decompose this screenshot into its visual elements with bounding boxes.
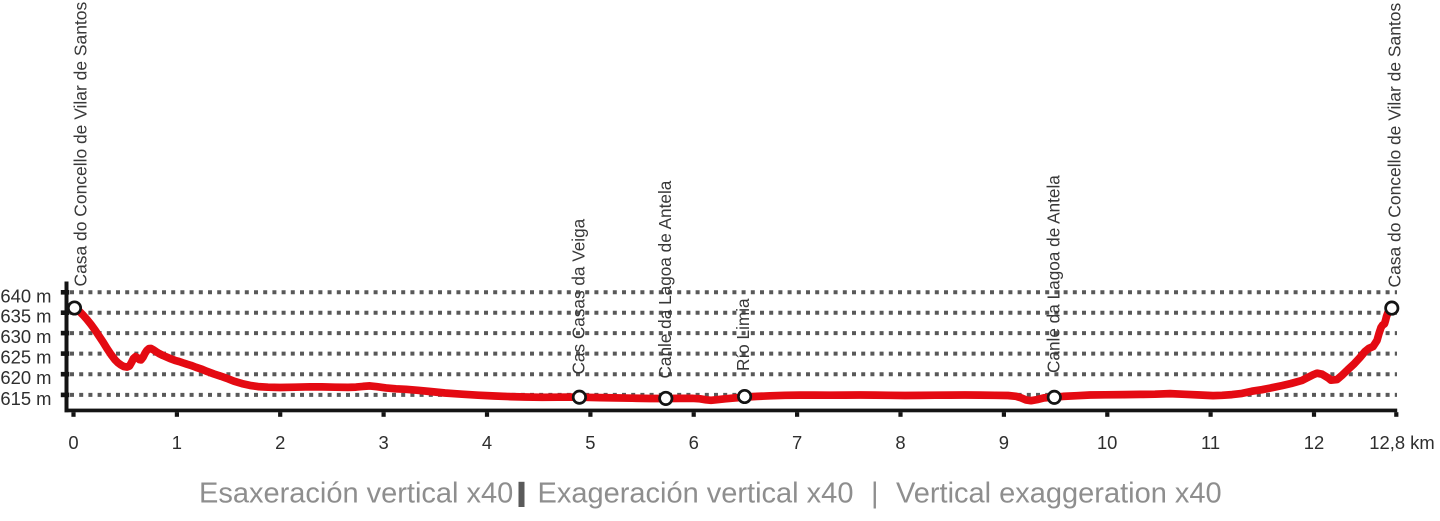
svg-text:Canle da Lagoa de Antela: Canle da Lagoa de Antela bbox=[1044, 175, 1064, 373]
svg-text:2: 2 bbox=[275, 432, 285, 453]
svg-text:9: 9 bbox=[999, 432, 1009, 453]
svg-text:12: 12 bbox=[1304, 432, 1324, 453]
svg-text:Vertical exaggeration x40: Vertical exaggeration x40 bbox=[896, 478, 1222, 510]
svg-text:Río Limia: Río Limia bbox=[733, 298, 753, 371]
svg-text:5: 5 bbox=[585, 432, 595, 453]
svg-text:Canle da Lagoa de Antela: Canle da Lagoa de Antela bbox=[655, 180, 675, 378]
svg-text:Esaxeración vertical x40: Esaxeración vertical x40 bbox=[199, 478, 513, 510]
svg-text:|: | bbox=[871, 478, 879, 510]
svg-text:Exageración vertical x40: Exageración vertical x40 bbox=[538, 478, 854, 510]
svg-text:Casa do Concello de Vilar de S: Casa do Concello de Vilar de Santos bbox=[1385, 3, 1405, 288]
svg-text:7: 7 bbox=[792, 432, 802, 453]
svg-text:620 m: 620 m bbox=[0, 367, 51, 388]
svg-text:8: 8 bbox=[895, 432, 905, 453]
svg-text:640 m: 640 m bbox=[0, 285, 51, 306]
svg-text:11: 11 bbox=[1201, 432, 1220, 453]
svg-text:12,8 km: 12,8 km bbox=[1369, 432, 1434, 453]
svg-text:3: 3 bbox=[378, 432, 388, 453]
svg-text:1: 1 bbox=[172, 432, 182, 453]
svg-text:Cas Casas da Veiga: Cas Casas da Veiga bbox=[569, 218, 589, 374]
svg-text:635 m: 635 m bbox=[0, 306, 51, 327]
svg-text:630 m: 630 m bbox=[0, 326, 51, 347]
svg-text:0: 0 bbox=[68, 432, 78, 453]
svg-text:10: 10 bbox=[1097, 432, 1117, 453]
svg-text:4: 4 bbox=[482, 432, 492, 453]
svg-text:615 m: 615 m bbox=[0, 388, 51, 409]
svg-text:6: 6 bbox=[689, 432, 699, 453]
svg-text:Casa do Concello de Vilar de S: Casa do Concello de Vilar de Santos bbox=[71, 2, 91, 287]
svg-text:625 m: 625 m bbox=[0, 347, 51, 368]
